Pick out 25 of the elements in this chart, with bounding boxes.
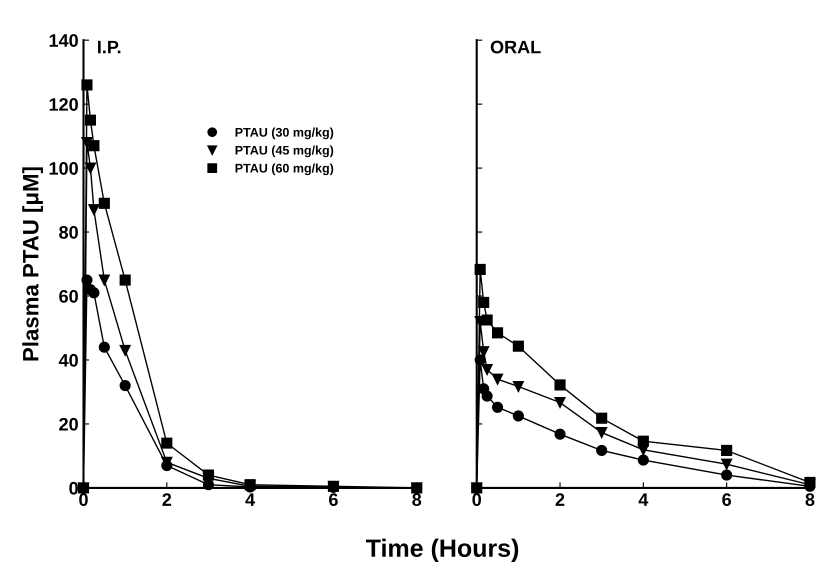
legend-label: PTAU (60 mg/kg) (236, 163, 334, 176)
x-tick-label: 2 (162, 493, 172, 506)
legend-label: PTAU (45 mg/kg) (236, 146, 334, 158)
x-tick-label: 6 (329, 493, 338, 506)
x-tick-label: 4 (245, 493, 256, 506)
y-axis-title: Plasma PTAU [μM] (22, 167, 43, 361)
x-tick-label: 6 (722, 493, 732, 506)
y-tick-label: 0 (69, 482, 78, 495)
y-tick-label: 100 (50, 162, 78, 175)
y-tick-label: 40 (58, 354, 78, 367)
x-tick-label: 8 (412, 493, 422, 506)
x-tick-label: 4 (638, 493, 648, 506)
x-tick-label: 0 (472, 493, 481, 506)
x-tick-label: 2 (556, 493, 564, 506)
x-tick-label: 0 (79, 493, 88, 506)
y-tick-label: 120 (50, 98, 78, 111)
y-tick-label: 80 (59, 226, 78, 239)
chart-title: I.P. (98, 40, 120, 54)
legend-label: PTAU (30 mg/kg) (236, 128, 334, 140)
chart-title: ORAL (490, 40, 541, 54)
x-tick-label: 8 (806, 493, 814, 506)
x-axis-title: Time (Hours) (366, 538, 518, 562)
y-tick-label: 60 (59, 290, 78, 303)
y-tick-label: 20 (59, 418, 78, 431)
y-tick-label: 140 (50, 34, 78, 47)
